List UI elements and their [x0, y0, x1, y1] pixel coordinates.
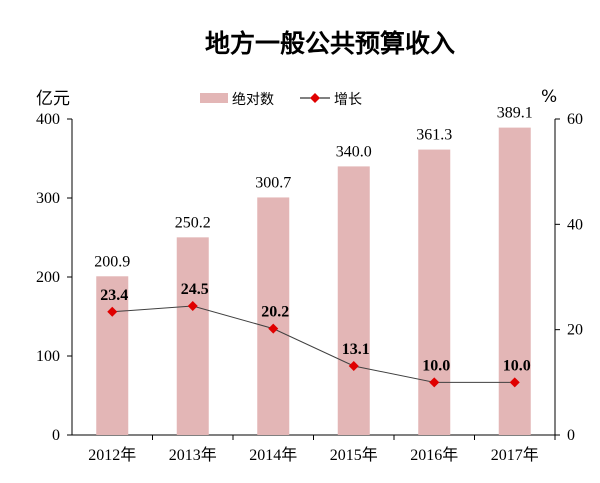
growth-data-label: 10.0 — [422, 357, 450, 374]
x-tick-label: 2012年 — [88, 446, 136, 464]
bar — [498, 127, 531, 436]
left-tick-label: 200 — [36, 269, 60, 286]
growth-line — [112, 305, 515, 383]
growth-marker — [429, 377, 440, 388]
growth-data-label: 10.0 — [503, 357, 531, 374]
growth-marker — [348, 361, 359, 372]
bar-data-label: 300.7 — [255, 174, 291, 191]
bar — [257, 197, 290, 435]
growth-marker — [187, 300, 198, 311]
legend-marker — [310, 93, 320, 103]
x-tick-label: 2014年 — [249, 446, 297, 464]
growth-data-label: 13.1 — [342, 341, 370, 358]
growth-marker — [268, 323, 279, 334]
growth-data-label: 24.5 — [181, 281, 209, 298]
bar — [96, 276, 129, 435]
right-tick-label: 0 — [567, 427, 575, 444]
bar — [418, 149, 451, 435]
left-tick-label: 400 — [36, 111, 60, 128]
bar — [337, 166, 370, 435]
growth-marker — [107, 306, 118, 317]
bar-data-label: 361.3 — [416, 127, 452, 144]
right-tick-label: 40 — [567, 216, 583, 233]
x-tick-label: 2015年 — [330, 446, 378, 464]
left-tick-label: 300 — [36, 190, 60, 207]
x-tick-label: 2016年 — [410, 446, 458, 464]
left-tick-label: 100 — [36, 348, 60, 365]
bar-data-label: 389.1 — [497, 105, 533, 122]
growth-data-label: 20.2 — [261, 304, 289, 321]
chart-title: 地方一般公共预算收入 — [205, 29, 455, 58]
bar — [176, 237, 209, 435]
bar-data-label: 250.2 — [175, 214, 211, 231]
right-tick-label: 60 — [567, 111, 583, 128]
right-axis-unit: % — [541, 87, 557, 107]
x-tick-label: 2017年 — [491, 446, 539, 464]
legend-label-bar: 绝对数 — [232, 92, 274, 108]
growth-data-label: 23.4 — [100, 287, 128, 304]
legend-label-line: 增长 — [334, 92, 362, 108]
growth-marker — [509, 377, 520, 388]
bar-data-label: 200.9 — [94, 253, 130, 270]
left-axis-unit: 亿元 — [36, 89, 70, 109]
left-tick-label: 0 — [52, 427, 60, 444]
right-tick-label: 20 — [567, 322, 583, 339]
legend-bar-swatch — [200, 93, 228, 103]
x-tick-label: 2013年 — [169, 446, 217, 464]
bar-data-label: 340.0 — [336, 143, 372, 160]
